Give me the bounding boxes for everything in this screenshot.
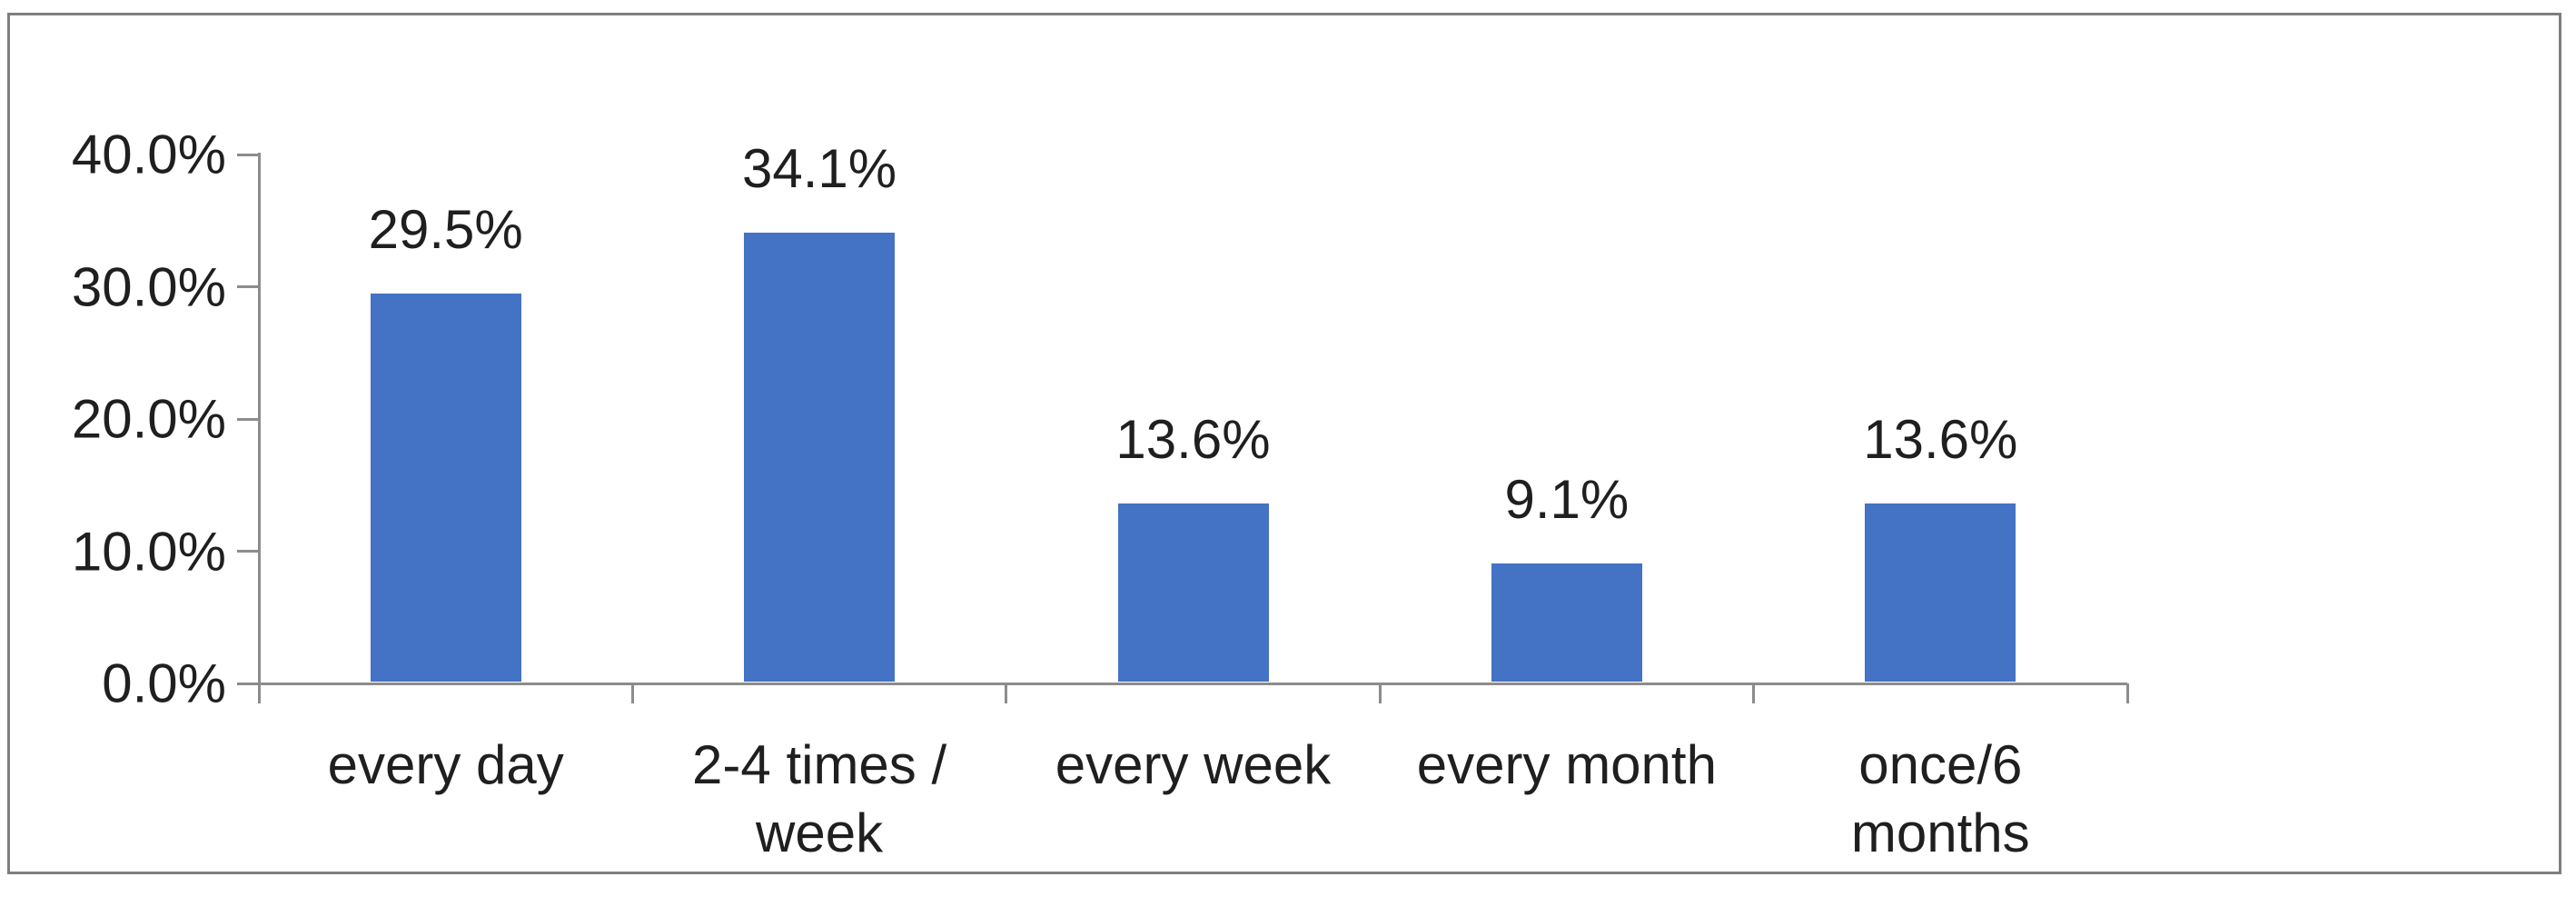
x-category-label: every day: [327, 734, 564, 795]
bar: [370, 293, 521, 683]
y-tick-label: 30.0%: [71, 256, 226, 317]
y-tick-label: 20.0%: [71, 388, 226, 450]
y-tick-label: 10.0%: [71, 521, 226, 582]
data-label: 34.1%: [742, 137, 897, 199]
chart-frame: 40.0% 30.0% 20.0% 10.0% 0.0% 29.5% every day 34…: [7, 13, 2561, 874]
y-axis-tick: [237, 153, 259, 156]
y-tick-label: 40.0%: [71, 124, 226, 185]
bar-chart: 40.0% 30.0% 20.0% 10.0% 0.0% 29.5% every day 34…: [10, 15, 2559, 872]
y-tick-label: 0.0%: [102, 653, 226, 714]
y-axis-tick: [237, 417, 259, 421]
x-category-label: 2-4 times / week: [692, 734, 947, 863]
x-axis-tick: [1752, 683, 1756, 703]
bar: [1491, 563, 1642, 683]
data-label: 9.1%: [1504, 468, 1630, 530]
y-axis-line: [257, 153, 261, 703]
x-axis-tick: [1005, 683, 1008, 703]
y-axis-tick: [237, 550, 259, 553]
x-axis-tick: [630, 683, 634, 703]
x-category-label: every week: [1055, 734, 1332, 795]
data-label: 13.6%: [1115, 409, 1271, 471]
x-axis-tick: [2125, 683, 2129, 703]
data-label: 29.5%: [368, 198, 523, 260]
data-label: 13.6%: [1863, 409, 2018, 471]
x-axis-tick: [1378, 683, 1382, 703]
x-category-label: once/6 months: [1850, 734, 2030, 863]
x-category-label: every month: [1416, 734, 1717, 795]
bar: [1865, 503, 2016, 683]
bar: [1117, 503, 1269, 683]
y-axis-tick: [237, 285, 259, 288]
y-axis-tick: [237, 682, 259, 685]
bar: [744, 232, 896, 683]
x-axis-line: [259, 682, 2127, 685]
